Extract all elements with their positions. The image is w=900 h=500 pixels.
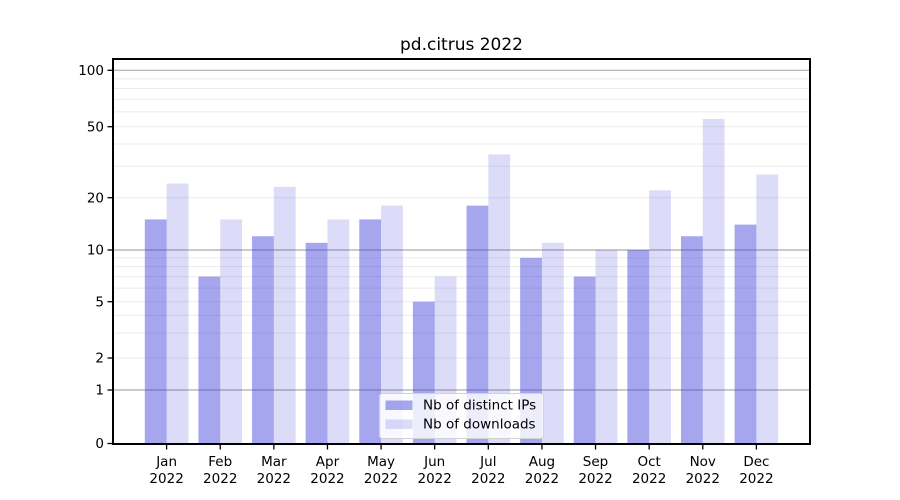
bar-downloads-oct: [649, 190, 671, 444]
bar-ips-sep: [573, 276, 596, 444]
x-tick-label-year: 2022: [471, 471, 505, 487]
x-tick-label-month: Feb: [208, 454, 232, 470]
x-tick-label-month: Dec: [743, 454, 769, 470]
y-tick-label: 20: [87, 190, 104, 206]
bar-ips-mar: [252, 236, 274, 444]
chart-title: pd.citrus 2022: [399, 35, 523, 55]
y-tick-label: 0: [95, 436, 104, 452]
bar-downloads-feb: [220, 219, 243, 444]
x-tick-label-year: 2022: [686, 471, 720, 487]
legend-swatch-downloads: [385, 419, 413, 429]
x-tick-label-year: 2022: [149, 471, 183, 487]
x-tick-label-year: 2022: [257, 471, 291, 487]
x-tick-label-month: Sep: [583, 454, 608, 470]
legend-swatch-ips: [385, 400, 413, 410]
bar-ips-dec: [734, 224, 757, 444]
y-tick-label: 2: [95, 351, 104, 367]
x-tick-label-year: 2022: [632, 471, 666, 487]
bar-downloads-aug: [541, 242, 564, 444]
bar-downloads-sep: [595, 250, 618, 444]
bar-ips-may: [359, 219, 382, 444]
bar-ips-apr: [305, 242, 328, 444]
bar-downloads-jul: [488, 154, 511, 444]
x-tick-label-year: 2022: [578, 471, 612, 487]
x-tick-label-year: 2022: [203, 471, 237, 487]
x-tick-label-month: Mar: [261, 454, 287, 470]
y-tick-label: 100: [78, 63, 104, 79]
y-tick-label: 10: [87, 243, 104, 259]
bar-downloads-nov: [702, 118, 725, 444]
x-tick-label-year: 2022: [310, 471, 344, 487]
bar-ips-oct: [627, 250, 650, 444]
bar-downloads-apr: [327, 219, 350, 444]
legend-box: [379, 393, 544, 439]
bar-ips-feb: [198, 276, 221, 444]
x-tick-label-year: 2022: [739, 471, 773, 487]
x-tick-label-month: Jul: [479, 454, 496, 470]
y-tick-label: 1: [95, 383, 104, 399]
bar-ips-jul: [466, 205, 489, 444]
bar-downloads-dec: [756, 174, 779, 444]
x-tick-label-month: Aug: [529, 454, 555, 470]
legend-label-ips: Nb of distinct IPs: [423, 398, 536, 414]
x-tick-label-month: Nov: [690, 454, 716, 470]
x-tick-label-year: 2022: [525, 471, 559, 487]
y-tick-label: 5: [95, 294, 104, 310]
x-tick-label-month: Jan: [155, 454, 177, 470]
x-tick-label-month: Oct: [637, 454, 660, 470]
bar-downloads-jan: [166, 183, 189, 444]
x-tick-label-year: 2022: [418, 471, 452, 487]
x-tick-label-month: Apr: [316, 454, 340, 470]
legend-label-downloads: Nb of downloads: [423, 417, 536, 433]
x-tick-label-year: 2022: [364, 471, 398, 487]
x-tick-label-month: May: [367, 454, 395, 470]
bar-ips-nov: [680, 236, 703, 444]
bar-downloads-may: [381, 205, 403, 444]
y-tick-label: 50: [87, 119, 104, 135]
x-tick-label-month: Jun: [423, 454, 445, 470]
bar-ips-jan: [144, 219, 167, 444]
plot-border: [112, 58, 811, 445]
bar-downloads-mar: [273, 186, 296, 444]
